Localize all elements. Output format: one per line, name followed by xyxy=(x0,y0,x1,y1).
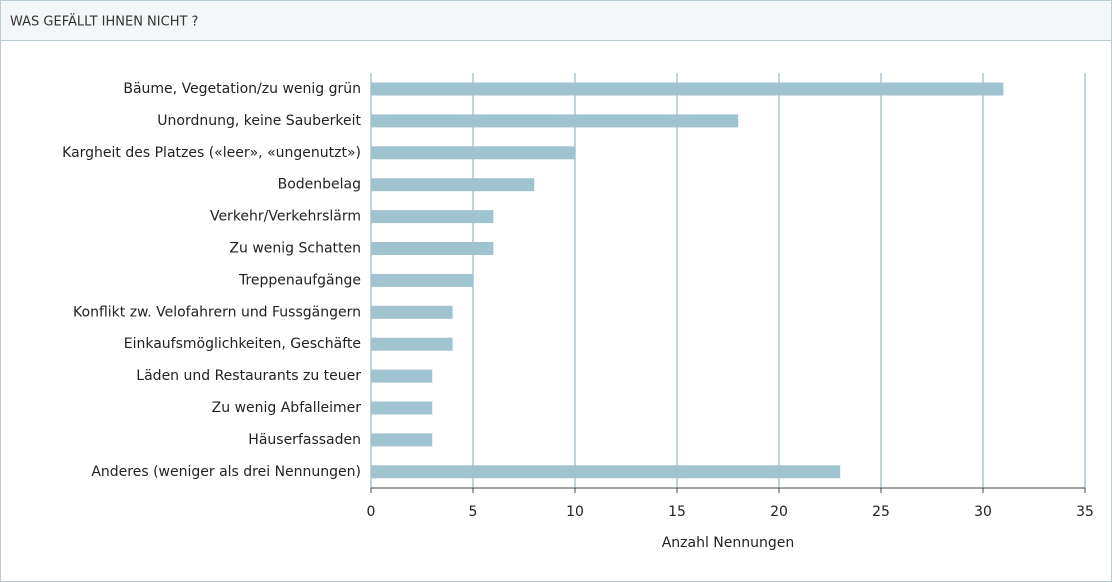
y-tick-label: Bodenbelag xyxy=(278,177,361,193)
y-tick-label: Verkehr/Verkehrslärm xyxy=(210,209,361,225)
bar xyxy=(371,146,575,160)
y-tick-label: Zu wenig Abfalleimer xyxy=(212,400,362,416)
x-tick-label: 5 xyxy=(469,504,478,520)
x-axis-label: Anzahl Nennungen xyxy=(662,535,795,551)
x-tick-label: 15 xyxy=(668,504,686,520)
bar xyxy=(371,242,494,255)
x-tick-label: 25 xyxy=(872,504,890,520)
chart-title: WAS GEFÄLLT IHNEN NICHT ? xyxy=(10,14,198,30)
y-tick-label: Treppenaufgänge xyxy=(238,272,361,288)
bar xyxy=(371,210,494,224)
bar xyxy=(371,369,433,383)
bar xyxy=(371,82,1004,96)
y-tick-label: Häuserfassaden xyxy=(248,432,361,448)
x-tick-label: 10 xyxy=(566,504,584,520)
x-tick-label: 30 xyxy=(974,504,992,520)
bar xyxy=(371,305,453,319)
bar xyxy=(371,433,433,447)
bar xyxy=(371,273,473,287)
bar xyxy=(371,337,453,351)
y-tick-label: Konflikt zw. Velofahrern und Fussgängern xyxy=(73,304,361,320)
y-tick-label: Einkaufsmöglichkeiten, Geschäfte xyxy=(124,336,361,352)
y-tick-label: Bäume, Vegetation/zu wenig grün xyxy=(123,81,361,97)
y-tick-label: Läden und Restaurants zu teuer xyxy=(136,368,361,384)
y-tick-label: Anderes (weniger als drei Nennungen) xyxy=(91,464,361,480)
bar xyxy=(371,114,739,128)
y-tick-label: Zu wenig Schatten xyxy=(229,241,361,257)
x-tick-label: 0 xyxy=(367,504,376,520)
bar xyxy=(371,465,841,479)
x-tick-label: 35 xyxy=(1076,504,1094,520)
y-tick-label: Kargheit des Platzes («leer», «ungenutzt… xyxy=(62,145,361,161)
header xyxy=(1,1,1111,40)
bar xyxy=(371,401,433,415)
x-tick-label: 20 xyxy=(770,504,788,520)
bar xyxy=(371,178,535,192)
y-tick-label: Unordnung, keine Sauberkeit xyxy=(157,113,361,129)
